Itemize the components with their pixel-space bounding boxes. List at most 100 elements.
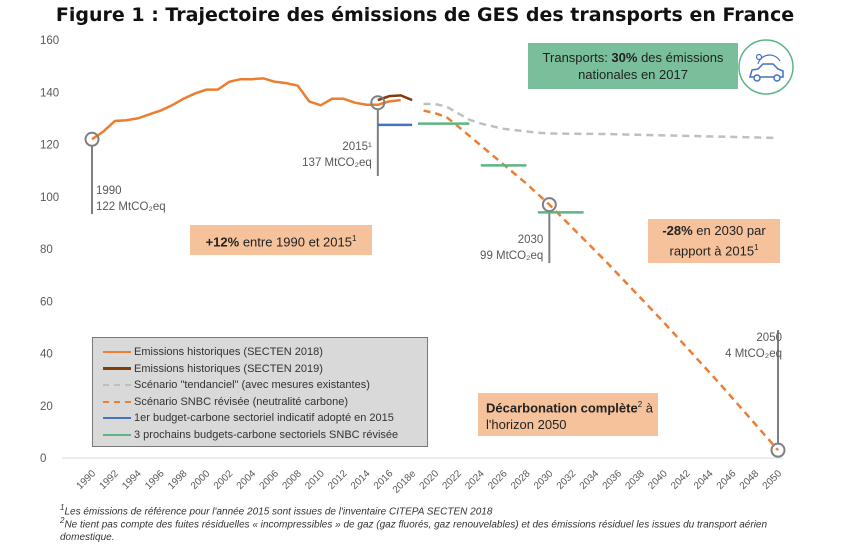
figure-title: Figure 1 : Trajectoire des émissions de …: [55, 4, 795, 26]
x-tick-label: 2020: [418, 468, 442, 492]
legend-label: Emissions historiques (SECTEN 2019): [134, 362, 323, 375]
x-tick-label: 1996: [143, 468, 167, 492]
marker-circle: [770, 442, 786, 458]
callout-bold: -28%: [662, 223, 693, 239]
x-tick-label: 2032: [555, 468, 579, 492]
legend-swatch: [103, 367, 131, 370]
callout-text: des émissions: [637, 50, 724, 65]
legend: Emissions historiques (SECTEN 2018) Emiss…: [92, 337, 428, 447]
callout-bold: +12%: [205, 234, 240, 250]
x-tick-label: 2034: [578, 468, 602, 492]
x-tick-label: 2040: [646, 468, 670, 492]
x-tick-label: 2012: [326, 468, 350, 492]
x-tick-label: 2022: [440, 468, 464, 492]
footnote-1: 1Les émissions de référence pour l'année…: [60, 501, 492, 518]
marker-year-label: 2015¹: [342, 141, 372, 153]
legend-item: Scénario SNBC révisée (neutralité carbon…: [103, 395, 348, 409]
callout-text: Transports:: [542, 50, 612, 65]
x-tick-label: 1994: [120, 468, 144, 492]
legend-swatch: [103, 384, 131, 386]
x-tick-label: 2050: [761, 468, 785, 492]
legend-label: Scénario SNBC révisée (neutralité carbon…: [134, 395, 348, 408]
marker-value-label: 122 MtCO₂eq: [96, 201, 166, 213]
legend-item: Emissions historiques (SECTEN 2019): [103, 362, 323, 376]
legend-swatch: [103, 433, 131, 436]
x-tick-label: 1998: [166, 468, 190, 492]
x-tick-label: 2010: [303, 468, 327, 492]
x-tick-label: 2004: [235, 468, 259, 492]
footnote-2: 2Ne tient pas compte des fuites résiduel…: [60, 514, 800, 544]
legend-item: Scénario "tendanciel" (avec mesures exis…: [103, 378, 370, 392]
x-tick-label: 2028: [509, 468, 533, 492]
transport-share-callout: Transports: 30% des émissions nationales…: [528, 43, 738, 89]
marker-circle: [370, 95, 386, 111]
y-tick-label: 120: [40, 140, 59, 152]
decarbonation-callout: Décarbonation complète2 à l'horizon 2050: [478, 393, 658, 436]
callout-text: l'horizon 2050: [486, 417, 567, 433]
x-tick-label: 1990: [75, 468, 99, 492]
legend-label: 1er budget-carbone sectoriel indicatif a…: [134, 412, 394, 424]
footnote-ref: 1: [351, 233, 357, 243]
y-tick-label: 80: [40, 244, 53, 256]
footnote-number: 2: [60, 516, 65, 525]
x-tick-label: 2044: [692, 468, 716, 492]
x-tick-label: 2036: [601, 468, 625, 492]
x-tick-label: 2026: [486, 468, 510, 492]
footnote-ref: 1: [754, 243, 759, 253]
y-tick-label: 0: [40, 453, 46, 465]
x-tick-label: 1992: [97, 468, 121, 492]
callout-text: entre 1990 et 2015: [239, 234, 352, 250]
callout-text: à: [642, 400, 653, 416]
footnote-text: Ne tient pas compte des fuites résiduell…: [60, 519, 768, 544]
callout-text: rapport à 2015: [669, 243, 755, 259]
legend-label: Emissions historiques (SECTEN 2018): [134, 346, 323, 358]
callout-bold: Décarbonation complète: [486, 400, 638, 416]
marker-year-label: 1990: [96, 185, 122, 197]
callout-text: nationales en 2017: [578, 67, 688, 82]
x-tick-label: 2000: [189, 468, 213, 492]
y-tick-label: 20: [40, 401, 53, 413]
footnote-number: 1: [60, 503, 65, 512]
decrease-callout: -28% en 2030 par rapport à 20151: [648, 219, 780, 263]
y-tick-label: 40: [40, 349, 53, 361]
footnote-ref: 2: [637, 399, 643, 409]
legend-swatch: [103, 351, 131, 353]
callout-bold: 30%: [611, 50, 638, 65]
y-tick-label: 60: [40, 296, 53, 308]
x-tick-label: 2008: [280, 468, 304, 492]
marker-year-label: 2050: [756, 332, 782, 344]
x-tick-label: 2046: [715, 468, 739, 492]
series-line-2: [423, 102, 779, 140]
y-tick-label: 160: [40, 35, 59, 47]
x-tick-label: 2006: [258, 468, 282, 492]
footnote-text: Les émissions de référence pour l'année …: [64, 506, 493, 518]
x-tick-label: 2042: [669, 468, 693, 492]
x-tick-label: 2048: [738, 468, 762, 492]
marker-year-label: 2030: [518, 234, 544, 246]
y-tick-label: 140: [40, 87, 59, 99]
marker-circle: [541, 197, 557, 213]
x-tick-label: 2002: [212, 468, 236, 492]
marker-value-label: 99 MtCO₂eq: [480, 250, 543, 262]
legend-label: Scénario "tendanciel" (avec mesures exis…: [134, 379, 370, 391]
increase-callout: +12% entre 1990 et 20151: [190, 225, 372, 255]
x-tick-label: 2038: [623, 468, 647, 492]
x-tick-label: 2018e: [391, 468, 419, 496]
legend-item: 1er budget-carbone sectoriel indicatif a…: [103, 411, 394, 425]
legend-item: Emissions historiques (SECTEN 2018): [103, 345, 323, 359]
series-line-3: [423, 109, 779, 451]
marker-value-label: 137 MtCO₂eq: [302, 157, 372, 169]
series-line-0: [91, 77, 401, 141]
legend-swatch: [103, 400, 131, 403]
electric-car-icon: [738, 39, 794, 95]
x-tick-label: 2014: [349, 468, 373, 492]
marker-circle: [84, 131, 100, 147]
y-tick-label: 100: [40, 192, 59, 204]
callout-text: en 2030 par: [692, 223, 766, 239]
legend-swatch: [103, 417, 131, 419]
x-tick-label: 2030: [532, 468, 556, 492]
x-tick-label: 2024: [463, 468, 487, 492]
legend-label: 3 prochains budgets-carbone sectoriels S…: [134, 428, 399, 441]
